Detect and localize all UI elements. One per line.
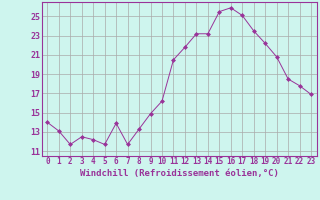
X-axis label: Windchill (Refroidissement éolien,°C): Windchill (Refroidissement éolien,°C) [80, 169, 279, 178]
